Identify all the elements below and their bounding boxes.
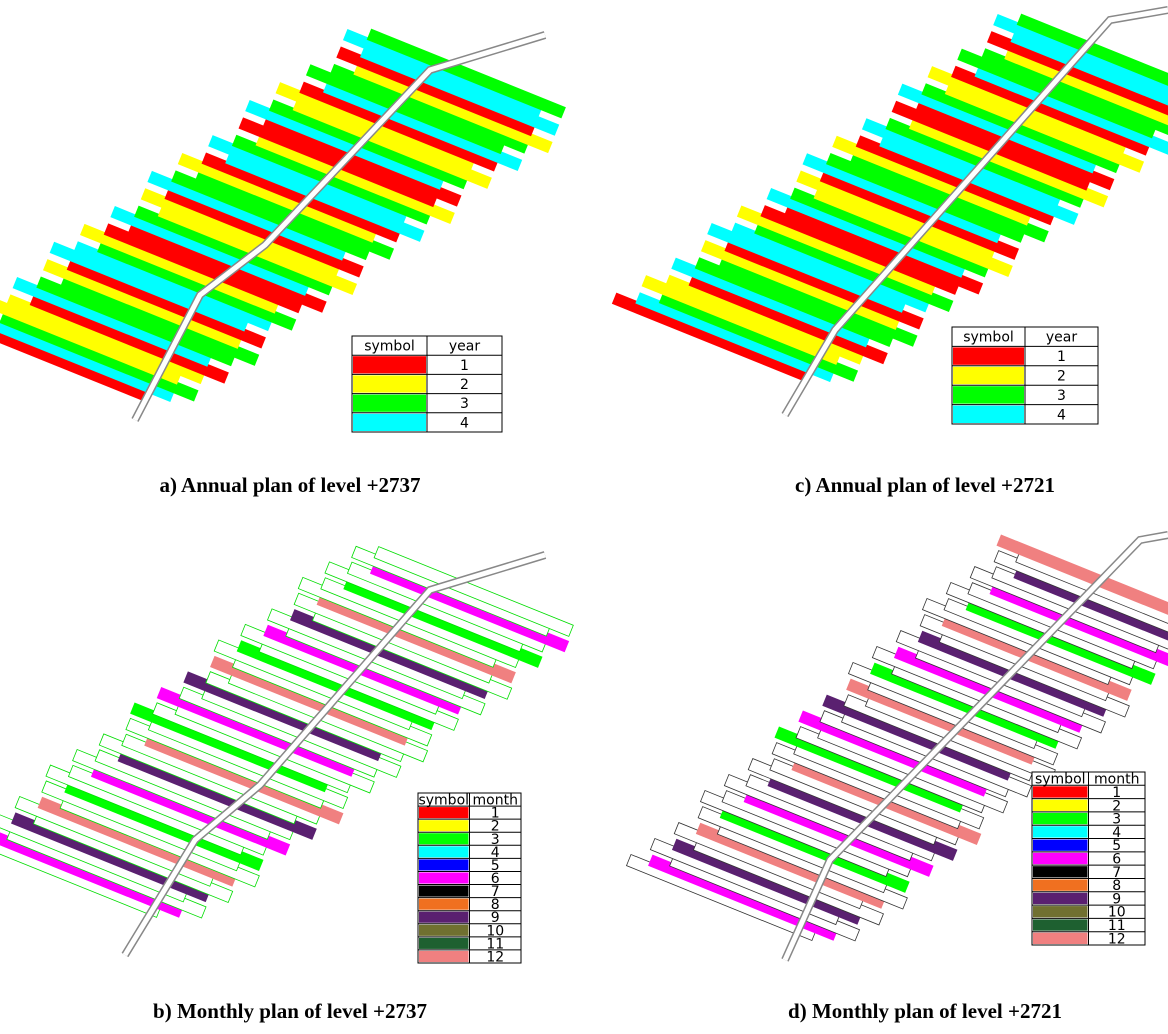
figure: symbolmonth123456789101112symbolmonth123… xyxy=(0,0,1168,1034)
plan-panel: symbol year 1 2 3 4 xyxy=(0,29,566,432)
legend-swatch xyxy=(1033,893,1088,904)
legend-header: symbol xyxy=(963,330,1014,346)
legend-label: 12 xyxy=(1108,931,1126,947)
legend-swatch xyxy=(419,872,469,883)
legend-label: 12 xyxy=(486,949,504,965)
legend-swatch xyxy=(419,886,469,897)
legend-label: 2 xyxy=(460,377,469,393)
legend-header: symbol xyxy=(364,339,415,355)
legend-label: 2 xyxy=(1057,369,1066,385)
legend-swatch xyxy=(953,367,1024,384)
legend-swatch xyxy=(1033,933,1088,944)
legend-swatch xyxy=(1033,919,1088,930)
plan-panel: symbolmonth123456789101112 xyxy=(626,534,1168,960)
legend-header: year xyxy=(1046,330,1077,346)
legend-label: 4 xyxy=(460,415,469,431)
legend-swatch xyxy=(1033,813,1088,824)
legend-swatch xyxy=(419,912,469,923)
legend-swatch xyxy=(1033,786,1088,797)
plan-panel: symbol year 1 2 3 4 xyxy=(612,10,1168,424)
legend-swatch xyxy=(419,820,469,831)
legend-label: 1 xyxy=(460,358,469,374)
legend-swatch xyxy=(419,899,469,910)
legend-swatch xyxy=(1033,853,1088,864)
legend-swatch xyxy=(353,356,426,373)
legend-swatch xyxy=(953,406,1024,423)
legend-swatch xyxy=(419,846,469,857)
legend-label: 4 xyxy=(1057,407,1066,423)
legend-swatch xyxy=(419,859,469,870)
legend-swatch xyxy=(419,938,469,949)
legend-header: year xyxy=(449,339,480,355)
legend-swatch xyxy=(353,414,426,431)
legend-swatch xyxy=(419,833,469,844)
legend-swatch xyxy=(1033,826,1088,837)
caption: a) Annual plan of level +2737 xyxy=(159,473,420,497)
legend-swatch xyxy=(419,807,469,818)
legend-swatch xyxy=(953,347,1024,364)
caption: b) Monthly plan of level +2737 xyxy=(153,999,427,1023)
page: {"panels": [ {"caption": "a) Annual plan… xyxy=(0,0,1168,1034)
legend-swatch xyxy=(1033,800,1088,811)
legend-swatch xyxy=(1033,840,1088,851)
legend-label: 3 xyxy=(460,396,469,412)
legend-swatch xyxy=(1033,866,1088,877)
legend-swatch xyxy=(353,395,426,412)
legend-swatch xyxy=(419,951,469,962)
legend-label: 3 xyxy=(1057,388,1066,404)
caption: d) Monthly plan of level +2721 xyxy=(788,999,1062,1023)
caption: c) Annual plan of level +2721 xyxy=(795,473,1055,497)
legend-swatch xyxy=(953,386,1024,403)
legend-swatch xyxy=(1033,879,1088,890)
legend-swatch xyxy=(353,375,426,392)
legend-swatch xyxy=(419,925,469,936)
legend-label: 1 xyxy=(1057,349,1066,365)
legend-swatch xyxy=(1033,906,1088,917)
